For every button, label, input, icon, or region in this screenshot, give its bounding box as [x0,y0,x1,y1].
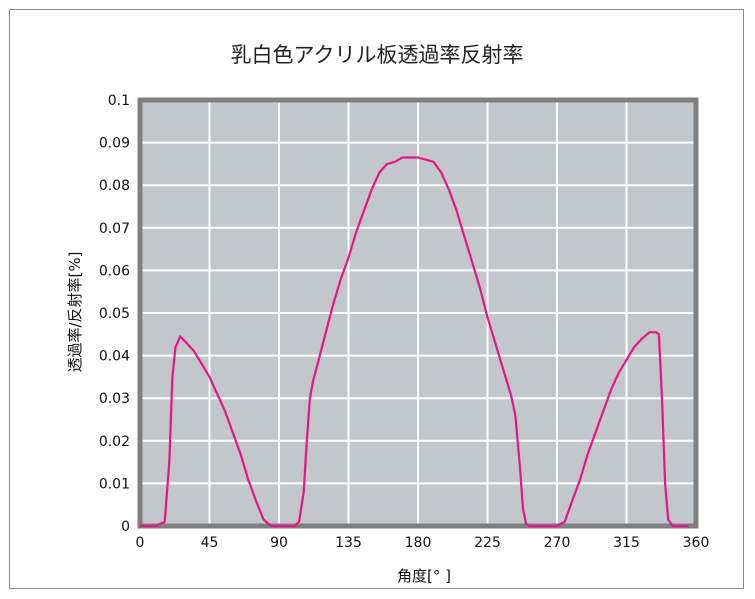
y-tick-label: 0.06 [99,263,130,279]
chart-title: 乳白色アクリル板透過率反射率 [231,43,524,67]
y-tick-label: 0.07 [99,221,130,237]
y-tick-label: 0 [121,519,130,535]
x-tick-label: 270 [544,535,571,551]
x-tick-label: 225 [474,535,501,551]
x-tick-label: 135 [335,535,362,551]
y-axis-ticks: 0 0.01 0.02 0.03 0.04 0.05 0.06 0.07 0.08 0.09 0.1 [99,93,130,535]
x-tick-label: 90 [270,535,288,551]
x-axis-label: 角度[° ] [397,567,451,585]
y-tick-label: 0.02 [99,434,130,450]
y-tick-label: 0.1 [108,93,130,109]
y-axis-label: 透過率/反射率[%] [66,251,84,372]
y-tick-label: 0.09 [99,136,130,152]
y-tick-label: 0.01 [99,476,130,492]
x-tick-label: 180 [405,535,432,551]
plot-border [137,97,699,529]
x-tick-label: 360 [683,535,710,551]
series-line [140,156,689,528]
grid-lines [139,99,697,527]
x-tick-label: 0 [136,535,145,551]
y-tick-label: 0.03 [99,391,130,407]
y-tick-label: 0.05 [99,306,130,322]
x-tick-label: 315 [613,535,640,551]
x-axis-ticks: 0 45 90 135 180 225 270 315 360 [136,535,710,551]
y-tick-label: 0.04 [99,349,130,365]
y-tick-label: 0.08 [99,178,130,194]
x-tick-label: 45 [201,535,219,551]
